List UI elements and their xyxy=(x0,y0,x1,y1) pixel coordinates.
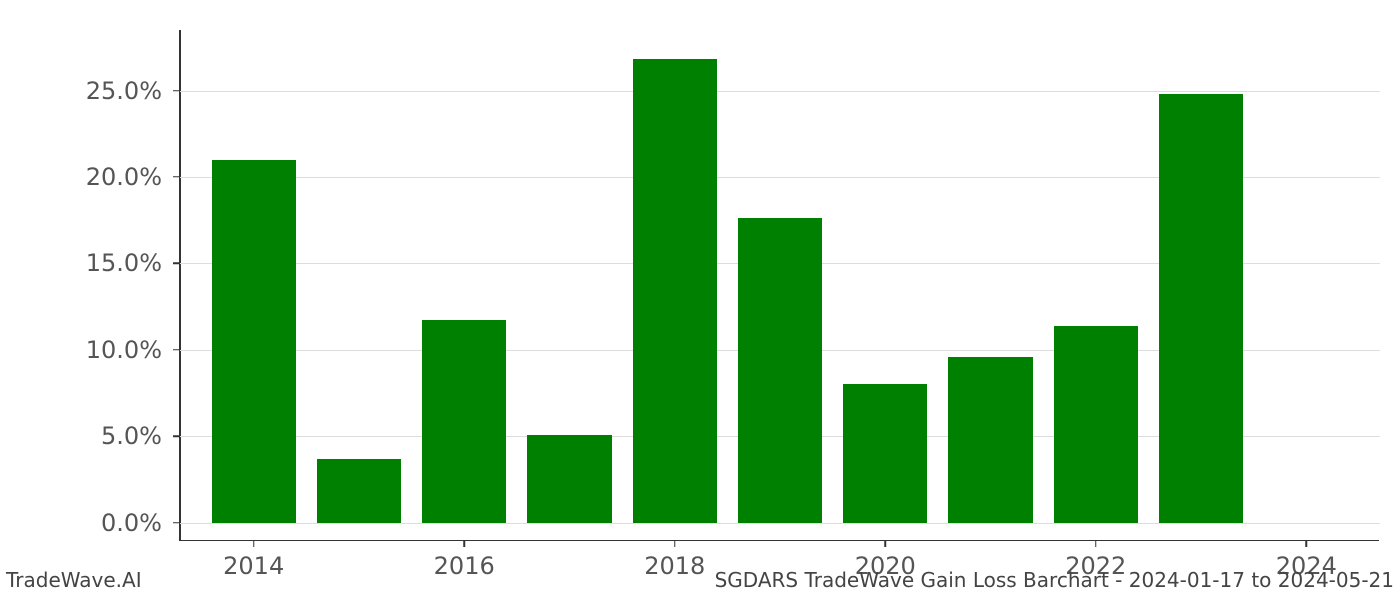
x-tick-mark xyxy=(885,540,887,547)
bar-2016 xyxy=(422,320,506,522)
x-tick-label: 2016 xyxy=(434,552,495,580)
y-gridline xyxy=(180,523,1380,524)
y-tick-label: 20.0% xyxy=(86,163,162,191)
y-tick-mark xyxy=(173,263,180,265)
y-tick-label: 15.0% xyxy=(86,249,162,277)
bar-2017 xyxy=(527,435,611,523)
y-tick-mark xyxy=(173,176,180,178)
gain-loss-barchart: 0.0% 5.0% 10.0% 15.0% 20.0% 25.0% 2014 2016 2018… xyxy=(0,0,1400,600)
plot-area: 0.0%5.0%10.0%15.0%20.0%25.0%201420162018… xyxy=(180,30,1380,540)
bar-2014 xyxy=(212,160,296,523)
bar-2018 xyxy=(633,59,717,522)
footer-caption: SGDARS TradeWave Gain Loss Barchart - 20… xyxy=(715,568,1394,592)
footer-brand: TradeWave.AI xyxy=(6,568,142,592)
y-tick-mark xyxy=(173,436,180,438)
bar-2022 xyxy=(1054,326,1138,523)
y-tick-mark xyxy=(173,522,180,524)
y-tick-label: 25.0% xyxy=(86,77,162,105)
x-tick-label: 2018 xyxy=(644,552,705,580)
y-tick-mark xyxy=(173,349,180,351)
x-tick-mark xyxy=(463,540,465,547)
x-tick-mark xyxy=(1095,540,1097,547)
x-tick-mark xyxy=(1306,540,1308,547)
y-gridline xyxy=(180,91,1380,92)
x-axis-spine xyxy=(179,540,1379,542)
bar-2015 xyxy=(317,459,401,523)
y-tick-label: 10.0% xyxy=(86,336,162,364)
x-tick-label: 2014 xyxy=(223,552,284,580)
bar-2019 xyxy=(738,218,822,522)
bar-2020 xyxy=(843,384,927,522)
y-tick-label: 5.0% xyxy=(101,422,162,450)
bar-2021 xyxy=(948,357,1032,523)
x-tick-mark xyxy=(253,540,255,547)
y-tick-label: 0.0% xyxy=(101,509,162,537)
y-tick-mark xyxy=(173,90,180,92)
x-tick-mark xyxy=(674,540,676,547)
y-axis-spine xyxy=(179,30,181,540)
bar-2023 xyxy=(1159,94,1243,523)
